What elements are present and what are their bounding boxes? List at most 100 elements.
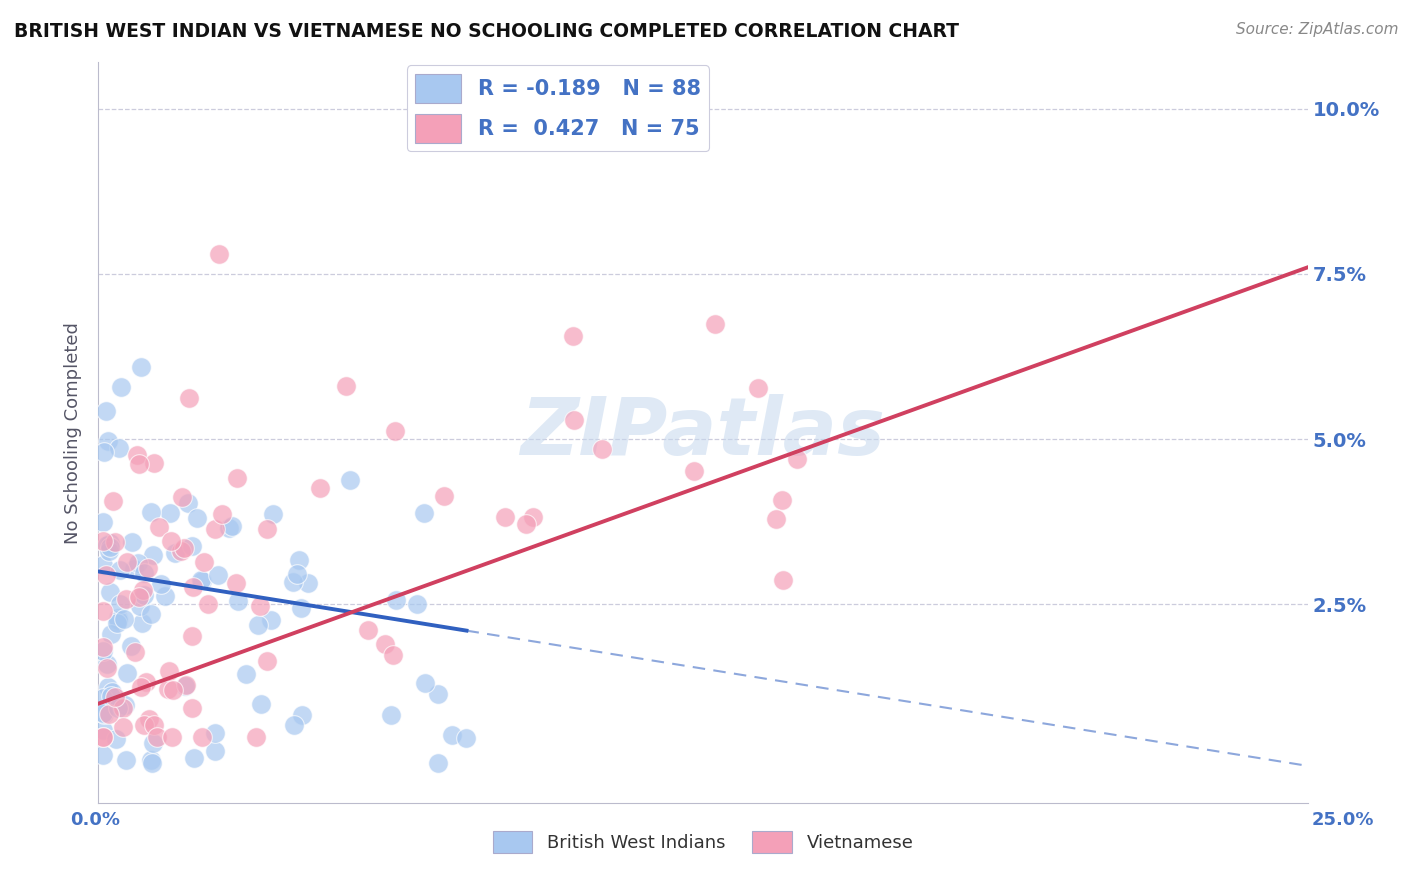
- Point: [127, 556, 149, 570]
- Point: [120, 640, 142, 654]
- Point: [204, 522, 226, 536]
- Point: [218, 521, 240, 535]
- Point: [339, 473, 361, 487]
- Point: [406, 597, 429, 611]
- Point: [160, 730, 183, 744]
- Point: [287, 567, 309, 582]
- Point: [108, 563, 131, 577]
- Point: [786, 451, 808, 466]
- Point: [211, 507, 233, 521]
- Point: [426, 688, 449, 702]
- Point: [114, 753, 136, 767]
- Point: [104, 690, 127, 705]
- Point: [91, 706, 114, 720]
- Point: [176, 496, 198, 510]
- Point: [380, 708, 402, 723]
- Point: [474, 102, 496, 116]
- Point: [98, 535, 121, 549]
- Point: [256, 654, 278, 668]
- Point: [256, 522, 278, 536]
- Point: [138, 712, 160, 726]
- Legend: British West Indians, Vietnamese: British West Indians, Vietnamese: [485, 824, 921, 861]
- Point: [249, 599, 271, 613]
- Text: BRITISH WEST INDIAN VS VIETNAMESE NO SCHOOLING COMPLETED CORRELATION CHART: BRITISH WEST INDIAN VS VIETNAMESE NO SCH…: [14, 22, 959, 41]
- Point: [129, 599, 152, 614]
- Point: [128, 590, 150, 604]
- Point: [112, 701, 135, 715]
- Point: [374, 637, 396, 651]
- Point: [91, 640, 114, 655]
- Point: [91, 723, 114, 737]
- Point: [143, 717, 166, 731]
- Text: 0.0%: 0.0%: [70, 811, 121, 829]
- Point: [747, 381, 769, 395]
- Point: [129, 681, 152, 695]
- Point: [103, 494, 125, 508]
- Point: [100, 627, 122, 641]
- Point: [413, 676, 436, 690]
- Point: [134, 718, 156, 732]
- Point: [110, 380, 132, 394]
- Point: [170, 544, 193, 558]
- Point: [132, 566, 155, 580]
- Point: [772, 574, 794, 588]
- Point: [181, 700, 204, 714]
- Point: [225, 470, 247, 484]
- Point: [125, 448, 148, 462]
- Point: [384, 593, 406, 607]
- Point: [91, 534, 114, 549]
- Point: [704, 318, 727, 332]
- Point: [191, 730, 214, 744]
- Point: [91, 730, 114, 744]
- Point: [124, 645, 146, 659]
- Point: [181, 580, 204, 594]
- Point: [197, 597, 219, 611]
- Point: [221, 519, 243, 533]
- Point: [155, 589, 177, 603]
- Point: [204, 744, 226, 758]
- Point: [139, 607, 162, 621]
- Point: [186, 510, 208, 524]
- Point: [91, 748, 114, 763]
- Text: 25.0%: 25.0%: [1312, 811, 1374, 829]
- Point: [114, 698, 136, 713]
- Point: [181, 539, 204, 553]
- Point: [456, 731, 478, 745]
- Point: [128, 457, 150, 471]
- Point: [163, 546, 186, 560]
- Point: [283, 718, 305, 732]
- Point: [91, 691, 114, 706]
- Point: [190, 573, 212, 587]
- Point: [177, 391, 200, 405]
- Point: [107, 701, 129, 715]
- Point: [191, 574, 214, 588]
- Point: [246, 618, 269, 632]
- Text: Source: ZipAtlas.com: Source: ZipAtlas.com: [1236, 22, 1399, 37]
- Point: [765, 511, 787, 525]
- Point: [96, 538, 118, 552]
- Point: [162, 682, 184, 697]
- Point: [174, 678, 197, 692]
- Point: [770, 492, 793, 507]
- Point: [97, 434, 120, 448]
- Point: [107, 611, 129, 625]
- Point: [142, 548, 165, 562]
- Point: [91, 603, 114, 617]
- Point: [426, 756, 449, 771]
- Point: [142, 736, 165, 750]
- Point: [181, 629, 204, 643]
- Point: [96, 657, 118, 672]
- Point: [433, 489, 456, 503]
- Point: [146, 730, 169, 744]
- Point: [225, 576, 247, 591]
- Point: [515, 516, 537, 531]
- Point: [204, 726, 226, 740]
- Point: [96, 661, 118, 675]
- Point: [131, 615, 153, 630]
- Point: [112, 720, 135, 734]
- Point: [108, 598, 131, 612]
- Point: [131, 582, 153, 597]
- Point: [562, 413, 585, 427]
- Point: [91, 644, 114, 658]
- Point: [309, 482, 332, 496]
